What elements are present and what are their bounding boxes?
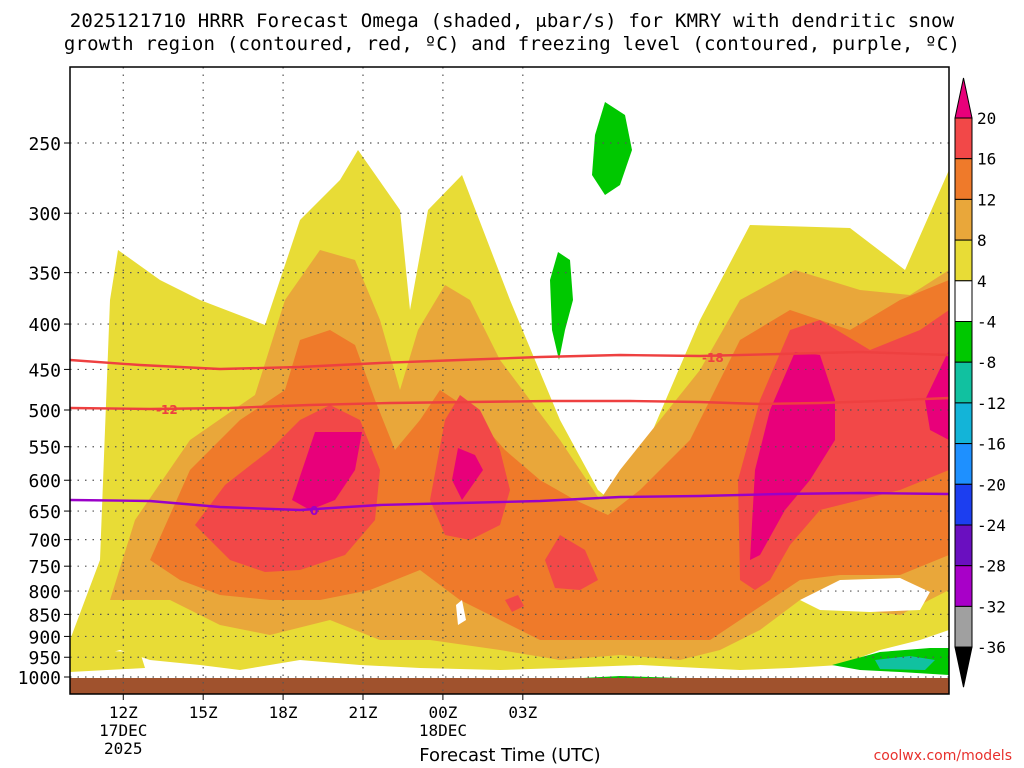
pressure-tick-label: 950 — [28, 648, 61, 669]
time-gridlines — [122, 67, 524, 700]
pressure-tick-label: 750 — [28, 557, 61, 578]
colorbar-swatch — [954, 402, 973, 445]
colorbar-label: -24 — [977, 516, 1006, 535]
pressure-tick-label: 700 — [28, 531, 61, 552]
colorbar-swatch — [954, 117, 973, 160]
pressure-tick-label: 250 — [28, 134, 61, 155]
pressure-axis-labels: 2503003504004505005506006507007508008509… — [18, 134, 61, 689]
pressure-tick-label: 800 — [28, 582, 61, 603]
colorbar-label: 4 — [977, 272, 987, 291]
colorbar-swatch — [954, 483, 973, 526]
chart-title-line1: 2025121710 HRRR Forecast Omega (shaded, … — [69, 10, 955, 32]
shade-20-b — [452, 448, 483, 500]
pressure-tick-label: 850 — [28, 605, 61, 626]
terrain — [70, 678, 949, 694]
contour-dgz-minus18 — [70, 350, 949, 371]
colorbar-swatch — [954, 239, 973, 282]
time-tick-label: 21Z — [349, 703, 378, 722]
colorbar-swatch — [954, 321, 973, 363]
contour-label-minus12: -12 — [156, 403, 178, 417]
time-tick-label: 15Z — [189, 703, 218, 722]
contours: -18 -12 0 — [70, 350, 949, 518]
colorbar-label: -36 — [977, 638, 1006, 657]
shade-4-8-low — [70, 650, 145, 672]
colorbar-swatch — [954, 565, 973, 607]
colorbar-swatch — [954, 443, 973, 485]
shade-neg8-b — [550, 252, 573, 360]
pressure-tick-label: 600 — [28, 471, 61, 492]
plot-frame — [69, 66, 950, 695]
colorbar-label: -28 — [977, 557, 1006, 576]
colorbar-label: 20 — [977, 109, 996, 128]
time-tick-label: 18Z — [269, 703, 298, 722]
pressure-gridlines — [64, 142, 949, 678]
contour-label-zero: 0 — [310, 504, 318, 518]
shade-20-d — [925, 350, 949, 440]
colorbar-label: 16 — [977, 150, 996, 169]
contour-freezing-level — [70, 491, 949, 512]
shade-neg8-a — [592, 102, 632, 195]
credit-text: coolwx.com/models — [873, 748, 1012, 764]
time-tick-label: 00Z — [428, 703, 457, 722]
shade-16-20-d — [505, 595, 524, 612]
colorbar-bottom-arrow — [954, 646, 973, 688]
colorbar-label: -20 — [977, 475, 1006, 494]
colorbar-swatch — [954, 361, 973, 404]
colorbar-swatch — [954, 605, 973, 648]
pressure-tick-label: 900 — [28, 627, 61, 648]
colorbar-swatch — [954, 158, 973, 200]
pressure-tick-label: 1000 — [18, 668, 61, 689]
colorbar-label: -8 — [977, 353, 996, 372]
white-pocket-b — [456, 600, 466, 625]
shade-neg12 — [875, 656, 935, 670]
chart-title-line2: growth region (contoured, red, ºC) and f… — [63, 33, 961, 55]
pressure-tick-label: 400 — [28, 315, 61, 336]
time-tick-date: 18DEC — [419, 721, 467, 740]
colorbar-label: -16 — [977, 435, 1006, 454]
time-tick-label: 12Z — [109, 703, 138, 722]
shade-20-a — [292, 432, 362, 510]
pressure-tick-label: 550 — [28, 438, 61, 459]
pressure-tick-label: 450 — [28, 360, 61, 381]
pressure-tick-label: 300 — [28, 204, 61, 225]
colorbar-label: -4 — [977, 313, 996, 332]
pressure-tick-label: 350 — [28, 264, 61, 285]
white-pocket-a — [800, 578, 930, 612]
colorbar-label: -32 — [977, 597, 1006, 616]
time-tick-year: 2025 — [104, 739, 143, 758]
shaded-field — [70, 67, 949, 694]
colorbar-top-arrow — [954, 77, 973, 119]
contour-label-minus18: -18 — [702, 351, 724, 365]
colorbar-swatch — [954, 280, 973, 322]
colorbar-label: 8 — [977, 231, 987, 250]
contour-dgz-minus12 — [70, 396, 949, 411]
time-tick-date: 17DEC — [99, 721, 147, 740]
colorbar: 20 16 12 8 4 -4 -8 -12 -16 -20 -24 -28 -32 -36 — [954, 77, 1006, 688]
colorbar-swatch — [954, 198, 973, 241]
x-axis-title: Forecast Time (UTC) — [419, 745, 601, 766]
pressure-tick-label: 650 — [28, 502, 61, 523]
time-tick-label: 03Z — [508, 703, 537, 722]
colorbar-label: -12 — [977, 394, 1006, 413]
colorbar-swatch — [954, 524, 973, 567]
shade-16-20-c — [545, 535, 598, 590]
colorbar-label: 12 — [977, 190, 996, 209]
pressure-tick-label: 500 — [28, 401, 61, 422]
